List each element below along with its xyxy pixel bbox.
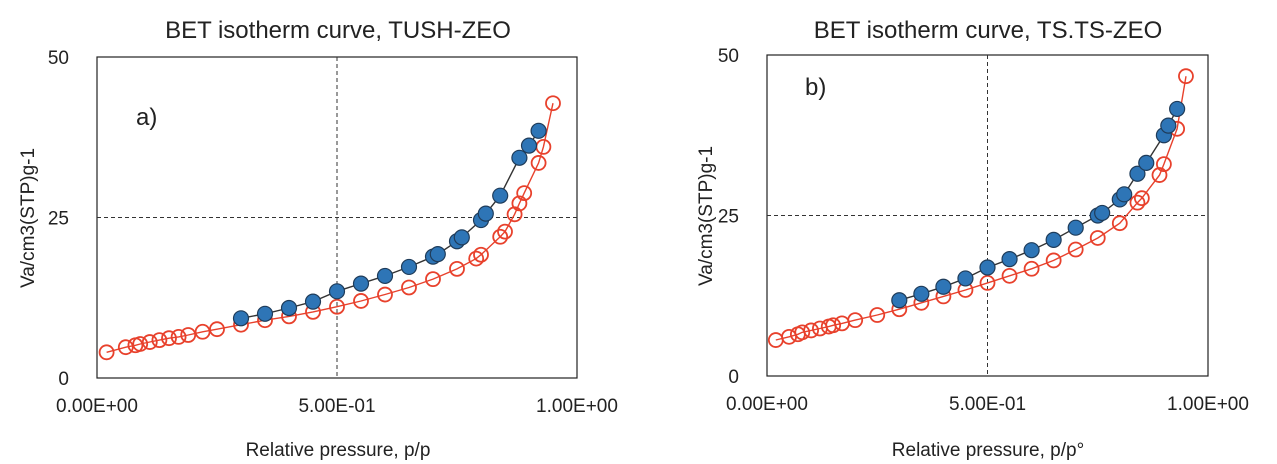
desorption-point bbox=[477, 205, 494, 222]
adsorption-point bbox=[1133, 190, 1150, 207]
adsorption-point bbox=[329, 298, 345, 315]
desorption-point bbox=[530, 122, 547, 139]
desorption-point bbox=[492, 187, 509, 204]
panel-label: b) bbox=[805, 74, 826, 101]
desorption-point bbox=[1067, 219, 1084, 236]
adsorption-point bbox=[161, 330, 177, 347]
adsorption-point bbox=[473, 246, 489, 263]
desorption-point bbox=[1094, 204, 1111, 222]
adsorption-point bbox=[1045, 252, 1062, 269]
y-tick-label: 0 bbox=[58, 369, 69, 390]
adsorption-line bbox=[775, 76, 1187, 341]
adsorption-point bbox=[545, 95, 561, 112]
desorption-point bbox=[520, 137, 538, 154]
desorption-point bbox=[352, 275, 370, 292]
adsorption-point bbox=[1178, 68, 1194, 85]
desorption-point bbox=[1023, 242, 1040, 259]
y-tick-label: 0 bbox=[728, 367, 739, 388]
desorption-point bbox=[1160, 117, 1177, 134]
adsorption-point bbox=[1156, 156, 1172, 173]
adsorption-point bbox=[825, 317, 842, 334]
desorption-point bbox=[304, 293, 322, 310]
desorption-point bbox=[256, 305, 274, 322]
adsorption-point bbox=[530, 155, 547, 171]
desorption-point bbox=[400, 258, 418, 276]
desorption-point bbox=[935, 278, 952, 295]
desorption-point bbox=[1129, 165, 1146, 182]
desorption-point bbox=[511, 149, 528, 166]
y-axis-label: Va/cm3(STP)g-1 bbox=[696, 146, 717, 286]
adsorption-point bbox=[1001, 267, 1018, 284]
desorption-point bbox=[913, 285, 930, 302]
adsorption-point bbox=[1151, 167, 1168, 183]
adsorption-point bbox=[401, 279, 417, 296]
adsorption-point bbox=[869, 307, 886, 323]
chart-title: BET isotherm curve, TUSH-ZEO bbox=[165, 17, 511, 44]
chart-b-svg: BET isotherm curve, TS.TS-ZEO Va/cm3(STP… bbox=[696, 17, 1249, 461]
adsorption-point bbox=[132, 336, 149, 352]
adsorption-point bbox=[497, 223, 513, 240]
desorption-point bbox=[1169, 100, 1186, 118]
desorption-point bbox=[1045, 231, 1062, 248]
x-tick-label: 1.00E+00 bbox=[1167, 394, 1249, 415]
x-tick-label: 1.00E+00 bbox=[536, 396, 618, 417]
adsorption-point bbox=[151, 332, 168, 349]
adsorption-point bbox=[449, 260, 465, 277]
adsorption-point bbox=[516, 185, 533, 202]
adsorption-point bbox=[98, 344, 115, 361]
adsorption-point bbox=[803, 322, 820, 339]
desorption-point bbox=[429, 245, 446, 263]
y-axis-label: Va/cm3(STP)g-1 bbox=[18, 148, 39, 288]
desorption-point bbox=[280, 299, 298, 317]
y-tick-label: 50 bbox=[718, 46, 739, 67]
x-tick-label: 5.00E-01 bbox=[949, 394, 1026, 415]
x-tick-label: 0.00E+00 bbox=[726, 394, 808, 415]
adsorption-point bbox=[377, 286, 393, 303]
adsorption-point bbox=[170, 329, 187, 345]
adsorption-line bbox=[106, 103, 554, 353]
adsorption-point bbox=[141, 334, 158, 350]
adsorption-point bbox=[492, 228, 509, 245]
chart-panel-b: BET isotherm curve, TS.TS-ZEO Va/cm3(STP… bbox=[639, 0, 1277, 464]
desorption-point bbox=[1138, 154, 1155, 171]
desorption-point bbox=[891, 292, 908, 309]
chart-title: BET isotherm curve, TS.TS-ZEO bbox=[814, 17, 1163, 44]
desorption-point bbox=[376, 267, 394, 285]
adsorption-point bbox=[1067, 241, 1084, 258]
x-tick-label: 5.00E-01 bbox=[298, 396, 375, 417]
adsorption-point bbox=[979, 275, 996, 291]
x-axis-label: Relative pressure, p/p° bbox=[892, 440, 1084, 461]
adsorption-point bbox=[1089, 230, 1106, 246]
desorption-point bbox=[328, 283, 346, 300]
adsorption-point bbox=[1129, 194, 1146, 211]
adsorption-point bbox=[1111, 215, 1128, 232]
adsorption-point bbox=[209, 321, 225, 338]
panel-label: a) bbox=[136, 104, 157, 131]
y-tick-label: 50 bbox=[48, 48, 69, 69]
y-tick-label: 25 bbox=[48, 209, 69, 230]
desorption-point bbox=[957, 270, 974, 287]
desorption-point bbox=[232, 310, 250, 327]
desorption-point bbox=[1116, 186, 1133, 203]
adsorption-point bbox=[353, 293, 369, 309]
y-tick-label: 25 bbox=[718, 207, 739, 228]
chart-a-svg: BET isotherm curve, TUSH-ZEO Va/cm3(STP)… bbox=[18, 17, 618, 461]
adsorption-point bbox=[180, 327, 197, 343]
adsorption-point bbox=[1023, 260, 1040, 277]
chart-panel-a: BET isotherm curve, TUSH-ZEO Va/cm3(STP)… bbox=[0, 0, 638, 464]
adsorption-point bbox=[117, 339, 134, 356]
adsorption-point bbox=[847, 312, 864, 329]
adsorption-point bbox=[468, 250, 485, 267]
adsorption-point bbox=[425, 271, 441, 288]
desorption-point bbox=[1001, 251, 1018, 268]
adsorption-point bbox=[511, 195, 528, 212]
x-axis-label: Relative pressure, p/p bbox=[246, 440, 431, 461]
x-tick-label: 0.00E+00 bbox=[56, 396, 138, 417]
desorption-point bbox=[979, 259, 996, 276]
adsorption-point bbox=[794, 324, 811, 341]
desorption-point bbox=[453, 229, 470, 246]
